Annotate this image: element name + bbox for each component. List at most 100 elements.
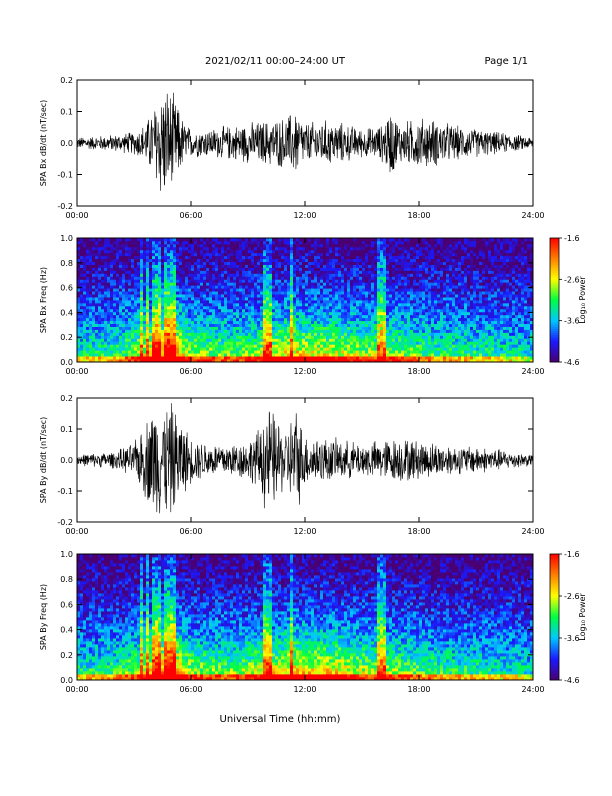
bx-spectrogram-cell (305, 332, 308, 335)
bx-spectrogram-cell (422, 244, 425, 247)
bx-spectrogram-cell (146, 285, 149, 288)
bx-spectrogram-cell (122, 315, 125, 318)
bx-spectrogram-cell (269, 247, 272, 250)
bx-spectrogram-cell (425, 341, 428, 344)
bx-spectrogram-cell (176, 356, 179, 359)
bx-spectrogram-cell (119, 324, 122, 327)
bx-spectrogram-cell (368, 285, 371, 288)
bx-spectrogram-cell (107, 268, 110, 271)
bx-spectrogram-cell (290, 327, 293, 330)
bx-spectrogram-cell (251, 350, 254, 353)
bx-spectrogram-cell (338, 309, 341, 312)
bx-spectrogram-cell (314, 247, 317, 250)
bx-spectrogram-cell (236, 330, 239, 333)
bx-spectrogram-cell (161, 270, 164, 273)
bx-spectrogram-cell (80, 265, 83, 268)
bx-spectrogram-cell (398, 268, 401, 271)
bx-spectrogram-cell (170, 315, 173, 318)
bx-spectrogram-cell (167, 256, 170, 259)
bx-spectrogram-cell (110, 300, 113, 303)
bx-spectrogram-cell (263, 276, 266, 279)
bx-spectrogram-cell (101, 273, 104, 276)
bx-spectrogram-cell (134, 300, 137, 303)
bx-spectrogram-cell (275, 250, 278, 253)
bx-spectrogram-cell (197, 353, 200, 356)
bx-spectrogram-cell (341, 332, 344, 335)
bx-spectrogram-cell (272, 244, 275, 247)
bx-spectrogram-cell (392, 300, 395, 303)
bx-spectrogram-cell (182, 353, 185, 356)
bx-spectrogram-cell (362, 335, 365, 338)
bx-spectrogram-cell (329, 327, 332, 330)
bx-spectrogram-cell (242, 330, 245, 333)
bx-spectrogram-cell (317, 330, 320, 333)
bx-spectrogram-cell (299, 262, 302, 265)
bx-spectrogram-cell (323, 238, 326, 241)
bx-spectrogram-cell (266, 256, 269, 259)
bx-spectrogram-cell (374, 238, 377, 241)
bx-spectrogram-cell (260, 315, 263, 318)
bx-spectrogram-cell (425, 285, 428, 288)
bx-spectrogram-cell (419, 315, 422, 318)
bx-spectrogram-cell (311, 309, 314, 312)
bx-spectrogram-cell (254, 338, 257, 341)
bx-spectrogram-cell (218, 332, 221, 335)
bx-spectrogram-cell (170, 332, 173, 335)
bx-spectrogram-cell (365, 341, 368, 344)
bx-spectrogram-cell (362, 306, 365, 309)
bx-spectrogram-cell (107, 294, 110, 297)
bx-spectrogram-cell (389, 327, 392, 330)
bx-spectrogram-cell (143, 253, 146, 256)
bx-spectrogram-cell (266, 335, 269, 338)
bx-spectrogram-cell (113, 335, 116, 338)
bx-spectrogram-cell (395, 300, 398, 303)
bx-spectrogram-cell (209, 324, 212, 327)
bx-spectrogram-cell (353, 297, 356, 300)
bx-spectrogram-cell (308, 332, 311, 335)
bx-spectrogram-cell (185, 309, 188, 312)
bx-spectrogram-cell (395, 259, 398, 262)
bx-spectrogram-cell (185, 270, 188, 273)
bx-spectrogram-cell (359, 241, 362, 244)
bx-spectrogram-cell (335, 335, 338, 338)
bx-spectrogram-cell (233, 300, 236, 303)
bx-spectrogram-cell (179, 262, 182, 265)
bx-spectrogram-cell (341, 265, 344, 268)
bx-spectrogram-cell (227, 268, 230, 271)
bx-spectrogram-cell (269, 270, 272, 273)
bx-spectrogram-cell (302, 253, 305, 256)
bx-spectrogram-cell (116, 279, 119, 282)
bx-spectrogram-cell (266, 247, 269, 250)
bx-spectrogram-cell (95, 341, 98, 344)
bx-spectrogram-cell (173, 347, 176, 350)
bx-spectrogram-cell (227, 341, 230, 344)
bx-spectrogram-cell (128, 262, 131, 265)
bx-spectrogram-cell (92, 238, 95, 241)
bx-spectrogram-cell (404, 273, 407, 276)
bx-spectrogram-cell (239, 312, 242, 315)
bx-spectrogram-cell (416, 285, 419, 288)
bx-spectrogram-cell (95, 288, 98, 291)
bx-spectrogram-cell (212, 309, 215, 312)
bx-spectrogram-cell (275, 279, 278, 282)
bx-spectrogram-cell (266, 324, 269, 327)
bx-spectrogram-cell (320, 279, 323, 282)
bx-spectrogram-cell (215, 291, 218, 294)
bx-spectrogram-cell (83, 356, 86, 359)
bx-spectrogram-cell (389, 303, 392, 306)
bx-spectrogram-cell (146, 338, 149, 341)
bx-spectrogram-cell (263, 265, 266, 268)
bx-spectrogram-cell (263, 238, 266, 241)
bx-spectrogram-cell (422, 238, 425, 241)
bx-spectrogram-cell (242, 288, 245, 291)
bx-spectrogram-cell (299, 268, 302, 271)
bx-spectrogram-cell (260, 276, 263, 279)
bx-spectrogram-cell (398, 312, 401, 315)
bx-spectrogram-cell (383, 321, 386, 324)
bx-spectrogram-cell (383, 259, 386, 262)
bx-spectrogram-cell (140, 335, 143, 338)
bx-spectrogram-cell (110, 321, 113, 324)
bx-spectrogram-cell (260, 344, 263, 347)
bx-spectrogram-cell (107, 318, 110, 321)
bx-spectrogram-cell (329, 315, 332, 318)
